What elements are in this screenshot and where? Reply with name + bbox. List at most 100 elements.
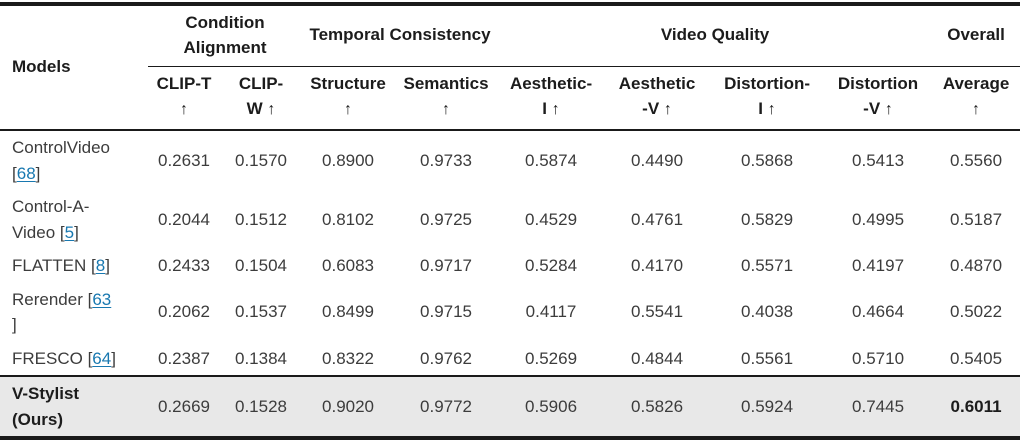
metric-value: 0.4490	[631, 150, 684, 170]
metric-value: 0.5541	[631, 302, 684, 322]
group-header-row: Models Condition Alignment Temporal Cons…	[0, 6, 1020, 132]
column-label: Semantics	[403, 74, 489, 94]
metric-value: 0.1528	[220, 375, 303, 437]
citation-link[interactable]: 64	[92, 348, 112, 368]
model-name-cell: ControlVideo [68]	[12, 138, 110, 183]
column-label-continued: -V ↑	[642, 99, 672, 119]
column-header-structure: Structure ↑	[302, 66, 395, 132]
column-label-continued: W ↑	[246, 99, 276, 119]
citation-link[interactable]: 8	[95, 256, 106, 276]
model-name-cell: FLATTEN [8]	[12, 256, 110, 276]
citation-link[interactable]: 63	[92, 289, 112, 309]
up-arrow-icon: ↑	[972, 101, 981, 119]
metric-value: 0.4995	[852, 209, 905, 229]
model-name-cell: V-Stylist (Ours)	[0, 375, 148, 437]
metric-value: 0.2387	[158, 348, 210, 368]
column-header-distortion-i: Distortion- I ↑	[710, 66, 825, 132]
column-label-continued: ↑	[149, 98, 219, 121]
metric-value: 0.2044	[158, 209, 210, 229]
table-row: FRESCO [64] 0.2387 0.1384 0.8322 0.9762 0.526…	[0, 342, 1020, 377]
column-label: Distortion	[837, 74, 919, 94]
metric-value: 0.5868	[741, 150, 794, 170]
group-condition-alignment: Condition Alignment	[148, 6, 303, 68]
model-label: Control-A-Video	[12, 197, 90, 242]
metric-value: 0.5561	[741, 348, 794, 368]
up-arrow-icon: ↑	[551, 101, 560, 119]
metric-value: 0.8102	[322, 209, 375, 229]
column-header-average: Average ↑	[932, 66, 1020, 132]
metric-value: 0.8499	[322, 302, 375, 322]
model-label: V-Stylist (Ours)	[12, 384, 80, 429]
metric-value: 0.5560	[950, 150, 1003, 170]
results-table: Models Condition Alignment Temporal Cons…	[0, 6, 1020, 437]
metric-value: 0.4117	[525, 302, 577, 322]
citation-link[interactable]: 5	[64, 222, 75, 242]
up-arrow-icon: ↑	[884, 101, 893, 119]
metric-value: 0.6083	[322, 256, 375, 276]
metric-value: 0.6011	[932, 375, 1020, 437]
metric-value: 0.1504	[235, 256, 287, 276]
up-arrow-icon: ↑	[267, 101, 276, 119]
column-label: Average	[942, 74, 1010, 94]
metric-value: 0.8322	[322, 348, 375, 368]
column-label: CLIP-	[238, 74, 284, 94]
metric-value: 0.5405	[950, 348, 1003, 368]
up-arrow-icon: ↑	[344, 101, 353, 119]
group-overall: Overall	[932, 6, 1020, 68]
metric-value: 0.1570	[235, 150, 287, 170]
table-row: Rerender [63] 0.2062 0.1537 0.8499 0.9715 0.4…	[0, 283, 1020, 342]
metric-value: 0.9725	[420, 209, 473, 229]
table-top-rule	[0, 2, 1020, 6]
column-header-aesthetic-i: Aesthetic- I ↑	[498, 66, 605, 132]
column-label: CLIP-T	[156, 74, 212, 94]
metric-value: 0.1512	[235, 209, 287, 229]
models-header: Models	[0, 6, 148, 132]
column-header-clip-t: CLIP-T ↑	[148, 66, 220, 132]
metric-value: 0.9762	[420, 348, 473, 368]
up-arrow-icon: ↑	[767, 101, 776, 119]
metric-value: 0.5924	[710, 375, 825, 437]
metric-value: 0.5829	[741, 209, 794, 229]
metric-value: 0.5269	[525, 348, 578, 368]
model-name-cell: FRESCO [64]	[12, 348, 116, 368]
model-label: FLATTEN	[12, 256, 87, 276]
column-label-continued: I ↑	[758, 99, 776, 119]
metric-value: 0.4529	[525, 209, 578, 229]
model-name-cell: Rerender [63]	[12, 289, 112, 335]
metric-value: 0.4038	[741, 302, 794, 322]
column-header-distortion-v: Distortion -V ↑	[824, 66, 933, 132]
group-video-quality: Video Quality	[498, 6, 933, 68]
metric-value: 0.4844	[631, 348, 684, 368]
metric-value: 0.4170	[631, 256, 684, 276]
metric-value: 0.2062	[158, 302, 210, 322]
metric-value: 0.9020	[302, 375, 395, 437]
column-label: Structure	[310, 74, 386, 94]
citation-link[interactable]: 68	[16, 163, 36, 183]
column-label: Aesthetic-	[509, 74, 593, 94]
metric-value: 0.4761	[631, 209, 684, 229]
column-label-continued: ↑	[395, 98, 497, 121]
metric-value: 0.5413	[852, 150, 905, 170]
metric-value: 0.7445	[824, 375, 933, 437]
table-row: FLATTEN [8] 0.2433 0.1504 0.6083 0.9717 0.528…	[0, 249, 1020, 283]
model-name-cell: Control-A-Video [5]	[12, 197, 90, 242]
column-label: Aesthetic	[618, 74, 696, 94]
metric-value: 0.5710	[852, 348, 905, 368]
up-arrow-icon: ↑	[180, 101, 188, 119]
metric-value: 0.9715	[420, 302, 473, 322]
metric-value: 0.2669	[148, 375, 220, 437]
metric-value: 0.2631	[158, 150, 210, 170]
metric-value: 0.4664	[852, 302, 905, 322]
metric-value: 0.2433	[158, 256, 210, 276]
model-label: ControlVideo	[12, 138, 110, 158]
metric-value: 0.4197	[852, 256, 905, 276]
table-row: Control-A-Video [5] 0.2044 0.1512 0.8102 0.9…	[0, 190, 1020, 249]
metric-value: 0.9717	[420, 256, 473, 276]
metric-value: 0.5874	[525, 150, 578, 170]
column-label-continued: -V ↑	[863, 99, 893, 119]
model-label: FRESCO	[12, 348, 83, 368]
metric-value: 0.5284	[525, 256, 578, 276]
metric-value: 0.5571	[741, 256, 794, 276]
up-arrow-icon: ↑	[663, 101, 672, 119]
